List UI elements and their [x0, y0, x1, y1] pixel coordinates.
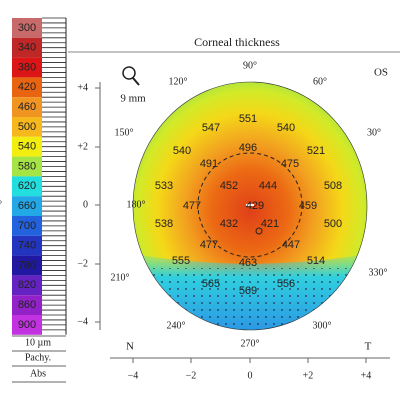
x-tick-label: −4	[128, 370, 139, 381]
thickness-value: 475	[281, 158, 299, 170]
thickness-value: 496	[239, 142, 257, 154]
scale-swatch	[12, 196, 42, 216]
pupil-ring	[197, 152, 303, 258]
title: Corneal thickness	[194, 35, 280, 49]
scale-swatch	[12, 235, 42, 256]
zoom-icon[interactable]	[122, 66, 140, 86]
scale-label: 460	[18, 101, 36, 113]
y-tick-label: +4	[77, 82, 88, 93]
thickness-value: 551	[239, 113, 257, 125]
angle-label: 60°	[313, 76, 327, 87]
scale-label: 660	[18, 200, 36, 212]
y-tick-label: 0	[83, 199, 88, 210]
scale-label: 420	[18, 81, 36, 93]
thickness-value: 500	[324, 218, 342, 230]
thickness-value: 565	[202, 278, 220, 290]
angle-label: 0°	[0, 199, 2, 210]
thickness-value: 521	[307, 145, 325, 157]
thickness-value: 514	[307, 255, 325, 267]
thickness-value: 463	[239, 257, 257, 269]
thickness-value: 459	[299, 200, 317, 212]
scale-swatch	[12, 275, 42, 296]
scale-label: 380	[18, 61, 36, 73]
temporal: T	[365, 341, 372, 353]
thickness-value: 540	[277, 122, 295, 134]
scale-swatch	[12, 117, 42, 137]
scale-kind: Pachy.	[25, 352, 51, 363]
scale-label: 900	[18, 319, 36, 331]
map-outline	[132, 81, 368, 331]
thickness-value: 421	[261, 218, 279, 230]
thickness-value: 555	[172, 255, 190, 267]
angle-label: 330°	[369, 267, 388, 278]
y-tick-label: +2	[77, 141, 88, 152]
scale-label: 340	[18, 42, 36, 54]
scale-swatch	[12, 315, 42, 335]
scale-swatch	[12, 295, 42, 315]
thickness-value: 538	[155, 218, 173, 230]
zoom: 9 mm	[120, 93, 146, 105]
thickness-value: 432	[220, 218, 238, 230]
scale-swatch	[12, 37, 42, 58]
thinnest-mark	[255, 227, 263, 235]
scale-label: 780	[18, 259, 36, 271]
y-tick-label: −2	[77, 258, 88, 269]
nasal: N	[126, 341, 134, 353]
scale-swatch	[12, 136, 42, 157]
angle-label: 300°	[313, 320, 332, 331]
thickness-value: 477	[200, 239, 218, 251]
scale-mode: Abs	[30, 368, 46, 379]
scale-label: 580	[18, 160, 36, 172]
scale-label: 700	[18, 220, 36, 232]
scale-label: 500	[18, 121, 36, 133]
scale-swatch	[12, 156, 42, 177]
scale-swatch	[12, 216, 42, 236]
scale-label: 620	[18, 180, 36, 192]
angle-label: 180°	[127, 199, 146, 210]
scale-label: 820	[18, 279, 36, 291]
thickness-value: 508	[324, 180, 342, 192]
scale-footer	[12, 335, 66, 383]
scale-label: 300	[18, 22, 36, 34]
thickness-value: 556	[277, 278, 295, 290]
angle-label: 90°	[243, 60, 257, 71]
angle-label: 240°	[167, 320, 186, 331]
angle-label: 120°	[169, 76, 188, 87]
thickness-value: 540	[173, 145, 191, 157]
angle-label: 210°	[111, 272, 130, 283]
angle-label: 270°	[241, 338, 260, 349]
angle-label: 150°	[115, 127, 134, 138]
scale-label: 540	[18, 141, 36, 153]
y-tick-label: −4	[77, 316, 88, 327]
x-tick-label: +4	[361, 370, 372, 381]
scale-label: 860	[18, 299, 36, 311]
x-tick-label: −2	[186, 370, 197, 381]
thickness-value: 429	[246, 200, 264, 212]
thickness-value: 444	[259, 180, 277, 192]
thickness-value: 452	[220, 180, 238, 192]
scale-swatch	[12, 18, 42, 38]
scale-swatch	[12, 57, 42, 78]
scale-label: 740	[18, 240, 36, 252]
x-tick-label: 0	[248, 370, 253, 381]
scale-swatch	[12, 255, 42, 276]
scale-swatch	[12, 97, 42, 117]
scale-swatch	[12, 77, 42, 98]
scale-unit: 10 µm	[25, 337, 51, 348]
x-tick-label: +2	[303, 370, 314, 381]
eye: OS	[374, 67, 388, 79]
thickness-value: 547	[202, 122, 220, 134]
scale-swatch	[12, 176, 42, 197]
thickness-value: 569	[239, 285, 257, 297]
thickness-value: 533	[155, 180, 173, 192]
angle-label: 30°	[367, 127, 381, 138]
thickness-value: 491	[200, 158, 218, 170]
thickness-value: 477	[183, 200, 201, 212]
thickness-value: 447	[282, 239, 300, 251]
